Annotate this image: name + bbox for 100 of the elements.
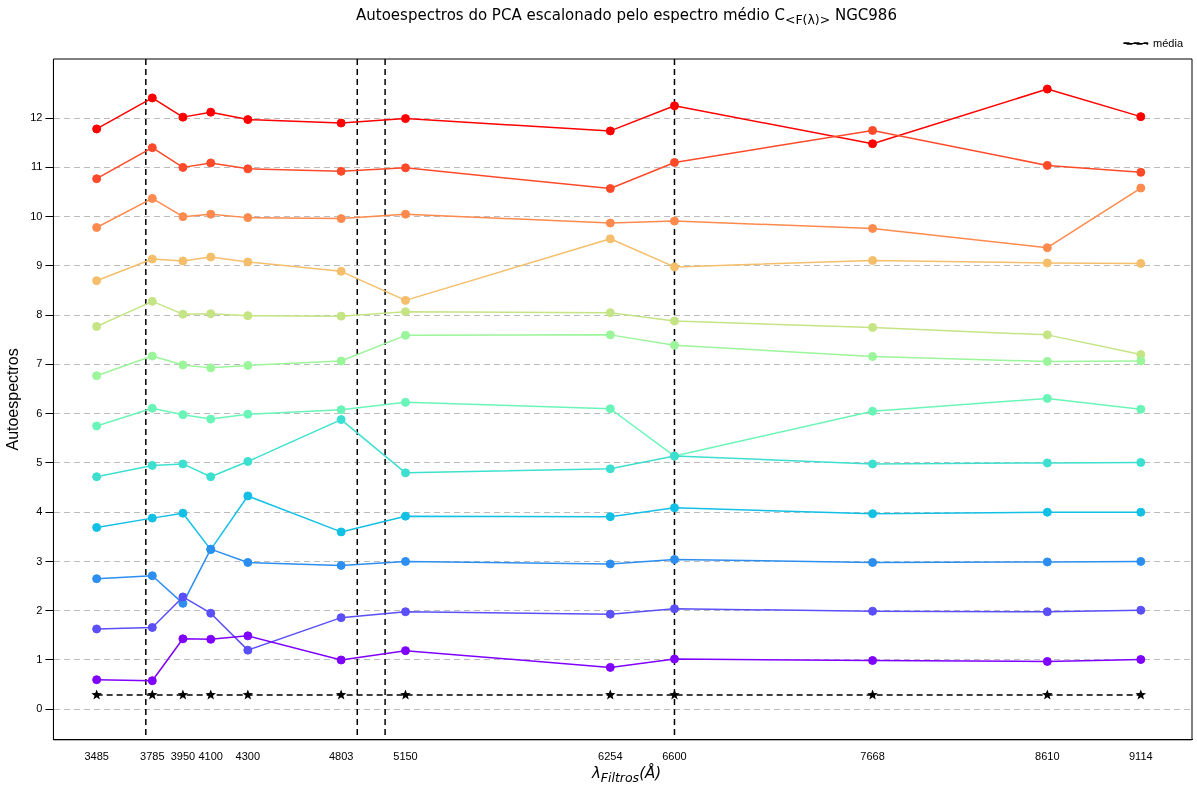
point <box>206 414 216 424</box>
point <box>178 162 188 172</box>
point <box>1042 557 1052 567</box>
x-tick-label: 3485 <box>84 750 109 763</box>
point <box>669 503 679 513</box>
point <box>1136 556 1146 566</box>
point <box>605 404 615 414</box>
point <box>336 356 346 366</box>
point <box>605 126 615 136</box>
point <box>1136 655 1146 664</box>
x-tick-label: 4803 <box>328 750 354 763</box>
y-tick-label: 8 <box>36 308 43 321</box>
point <box>669 157 679 167</box>
point <box>206 209 216 219</box>
point <box>206 107 216 117</box>
point <box>401 307 410 317</box>
point <box>401 468 410 478</box>
point <box>178 112 188 122</box>
point <box>178 410 188 420</box>
point <box>401 295 410 305</box>
x-tick-label: 6600 <box>662 750 687 763</box>
point <box>605 464 615 474</box>
point <box>147 403 157 413</box>
point <box>605 689 616 700</box>
point <box>669 316 679 326</box>
y-tick-label: 10 <box>30 209 43 222</box>
point <box>147 460 157 470</box>
point <box>178 360 188 370</box>
y-tick-label: 11 <box>31 160 43 173</box>
point <box>91 689 102 700</box>
point <box>1042 160 1052 170</box>
point <box>147 254 157 264</box>
point <box>868 459 878 469</box>
point <box>1042 84 1052 94</box>
point <box>1136 404 1146 414</box>
point <box>178 634 188 644</box>
y-tick-label: 2 <box>36 603 43 616</box>
point <box>206 158 216 168</box>
point <box>206 472 216 482</box>
point <box>92 624 102 634</box>
point <box>243 456 253 466</box>
point <box>605 218 615 228</box>
point <box>401 114 410 124</box>
point <box>868 223 878 233</box>
y-tick-label: 4 <box>36 505 43 518</box>
point <box>1042 356 1052 366</box>
point <box>1136 167 1146 177</box>
point <box>1042 330 1052 340</box>
x-axis-title: λ$_{Filtros}$(Å) <box>590 764 663 785</box>
point <box>147 689 158 700</box>
point <box>336 266 346 276</box>
point <box>177 689 189 700</box>
point <box>669 262 679 272</box>
point <box>92 276 102 286</box>
point <box>669 555 679 564</box>
x-tick-label: 3950 <box>170 750 196 763</box>
point <box>243 645 253 655</box>
point <box>669 604 679 614</box>
point <box>1135 689 1147 700</box>
y-tick-label: 7 <box>36 357 43 370</box>
point <box>401 397 410 407</box>
point <box>605 184 615 194</box>
y-tick-label: 12 <box>30 111 43 124</box>
x-tick-label: 5150 <box>393 750 418 763</box>
point <box>1136 258 1146 268</box>
point <box>243 631 253 641</box>
point <box>206 634 216 644</box>
point <box>92 421 102 431</box>
point <box>243 213 253 223</box>
point <box>868 352 878 362</box>
point <box>147 193 157 203</box>
point <box>336 527 346 537</box>
y-tick-label: 3 <box>36 554 43 567</box>
point <box>243 491 253 501</box>
point <box>1136 356 1146 366</box>
point <box>92 371 102 381</box>
point <box>1042 458 1052 468</box>
point <box>605 512 615 522</box>
point <box>178 459 188 469</box>
point <box>206 608 216 618</box>
point <box>92 574 102 584</box>
point <box>243 164 253 174</box>
point <box>92 222 102 232</box>
point <box>178 212 188 222</box>
point <box>669 101 679 111</box>
point <box>868 557 878 567</box>
point <box>336 405 346 415</box>
x-tick-label: 9114 <box>1128 750 1153 763</box>
point <box>178 508 188 518</box>
point <box>92 522 102 532</box>
point <box>605 234 615 244</box>
point <box>336 214 346 224</box>
x-tick-label: 8610 <box>1035 750 1060 763</box>
point <box>1136 605 1146 615</box>
point <box>669 340 679 350</box>
point <box>92 124 102 134</box>
y-tick-label: 5 <box>36 455 43 468</box>
point <box>147 513 157 523</box>
point <box>147 296 157 306</box>
point <box>178 309 188 319</box>
